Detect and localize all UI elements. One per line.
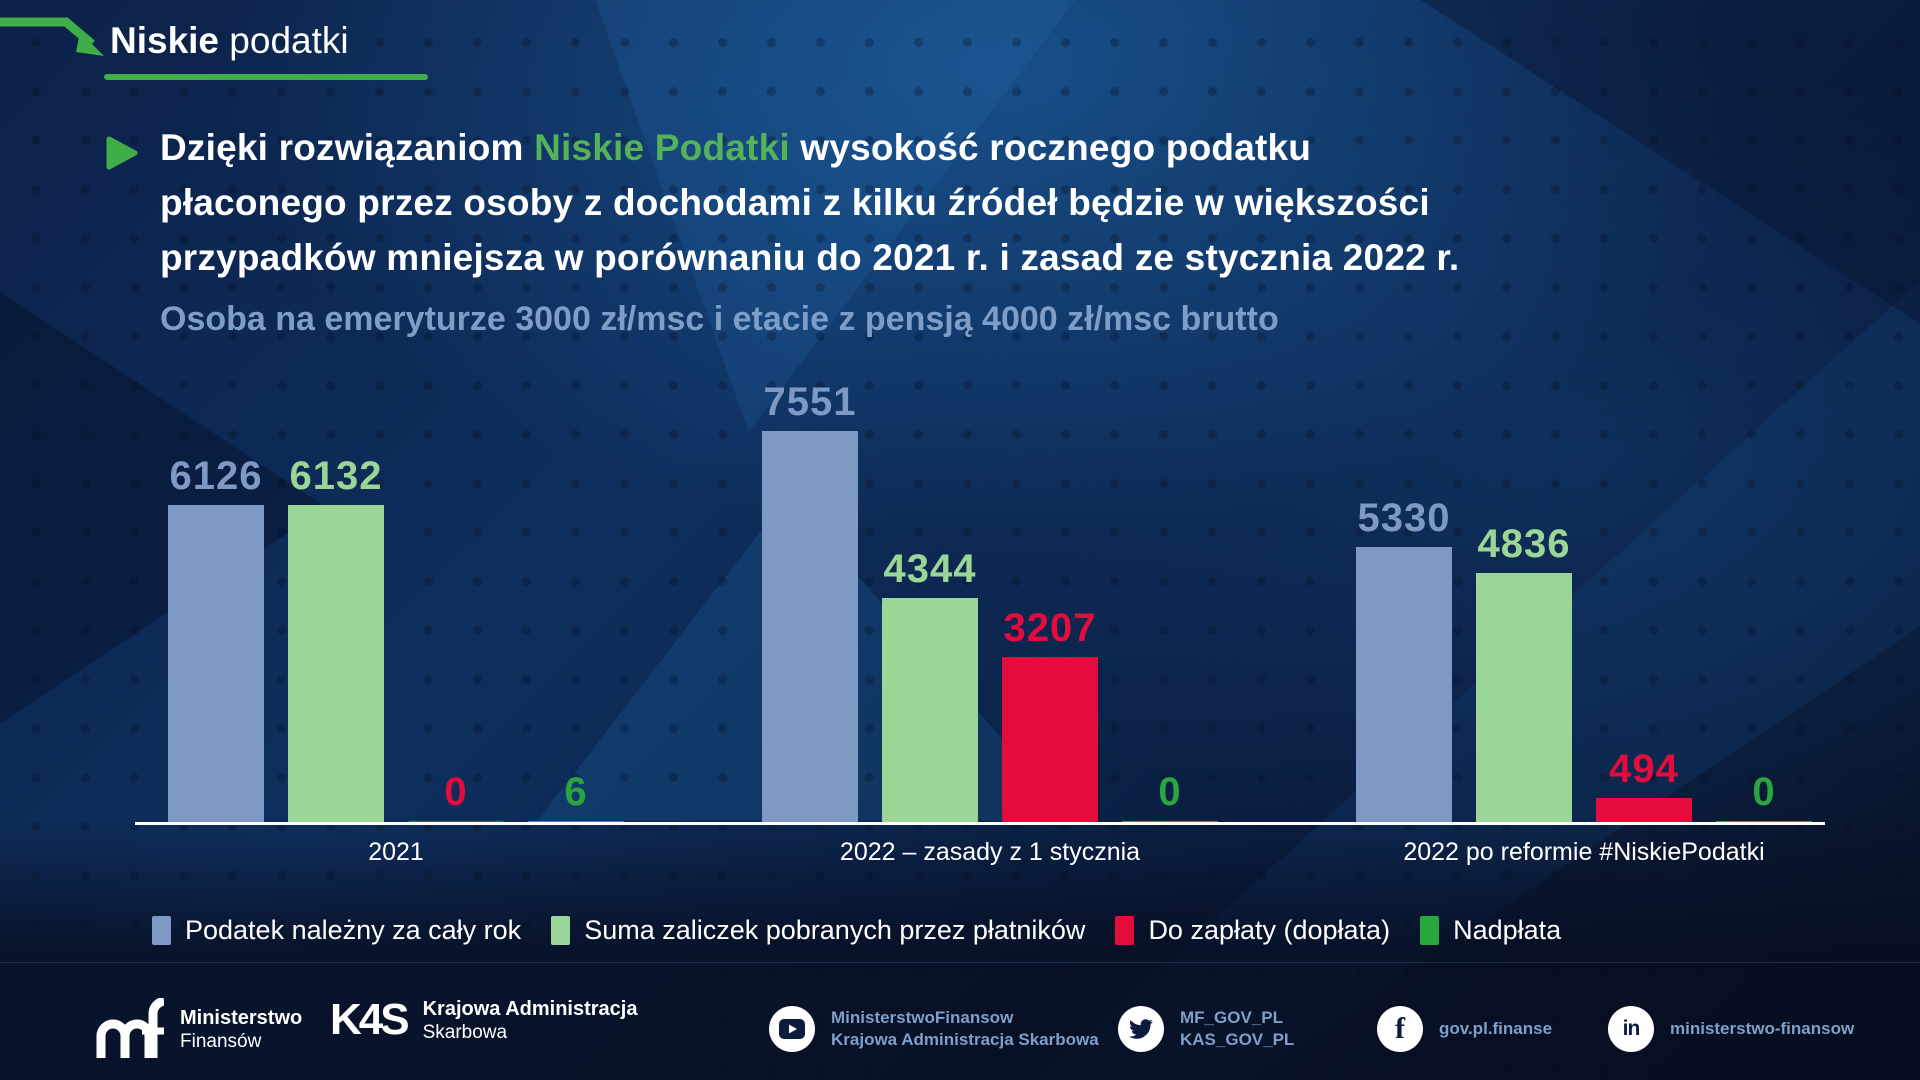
mf-logo-icon xyxy=(96,998,164,1058)
bar xyxy=(882,598,978,824)
kas-name-line2: Skarbowa xyxy=(422,1021,508,1043)
legend-swatch xyxy=(1420,916,1440,945)
chart-subtitle: Osoba na emeryturze 3000 zł/msc i etacie… xyxy=(160,300,1279,338)
social-handle-line: gov.pl.finanse xyxy=(1439,1019,1553,1038)
legend-swatch xyxy=(152,916,171,945)
bar-value-label: 6132 xyxy=(289,454,383,498)
bar-value-label: 4836 xyxy=(1477,522,1571,566)
bar-value-label: 5330 xyxy=(1357,496,1451,540)
ministry-name-line1: Ministerstwo xyxy=(180,1006,303,1029)
social-handle-line: MinisterstwoFinansow xyxy=(831,1008,1014,1027)
social-handle: MinisterstwoFinansow Krajowa Administracj… xyxy=(831,1007,1099,1051)
bar-wrap: 6 xyxy=(528,770,624,824)
bar-group-3: 5330 4836 494 0 xyxy=(1356,496,1812,824)
social-handle-line: MF_GOV_PL xyxy=(1180,1008,1283,1027)
bar-group-1: 6126 6132 0 6 xyxy=(168,454,624,824)
bar xyxy=(1596,798,1692,824)
brand-name-regular: podatki xyxy=(229,20,349,61)
social-item-youtube: MinisterstwoFinansow Krajowa Administracj… xyxy=(769,1006,1099,1052)
twitter-icon xyxy=(1118,1006,1164,1052)
heading-text: Dzięki rozwiązaniom xyxy=(160,127,535,168)
heading-line: płaconego przez osoby z dochodami z kilk… xyxy=(160,175,1459,230)
bar-wrap: 494 xyxy=(1596,747,1692,824)
legend-label: Do zapłaty (dopłata) xyxy=(1148,915,1391,945)
legend-item: Podatek należny za cały rok xyxy=(152,915,521,946)
kas-name-line1: Krajowa Administracja xyxy=(422,997,638,1020)
x-axis-category-label: 2021 xyxy=(368,838,424,866)
brand-name-bold: Niskie xyxy=(110,20,220,61)
bar-wrap: 0 xyxy=(1716,770,1812,824)
social-handle-line: ministerstwo-finansow xyxy=(1670,1019,1855,1038)
bar-value-label: 6 xyxy=(564,770,588,814)
bar-wrap: 6132 xyxy=(288,454,384,824)
bar-wrap: 4836 xyxy=(1476,522,1572,824)
legend-swatch xyxy=(1115,916,1135,945)
bar-wrap: 4344 xyxy=(882,547,978,824)
ministry-name-line2: Finansów xyxy=(180,1030,262,1052)
bar-group-2: 7551 4344 3207 0 xyxy=(762,380,1218,824)
heading-highlight: Niskie Podatki xyxy=(534,127,790,168)
bar-value-label: 0 xyxy=(444,770,468,814)
bar xyxy=(1002,657,1098,824)
social-handle-line: KAS_GOV_PL xyxy=(1180,1030,1295,1049)
bar-value-label: 7551 xyxy=(763,380,857,424)
footer-ministry-of-finance: Ministerstwo Finansów xyxy=(96,998,302,1060)
bar xyxy=(168,505,264,824)
legend-label: Suma zaliczek pobranych przez płatników xyxy=(584,915,1086,945)
heading-line: Dzięki rozwiązaniom Niskie Podatki wysok… xyxy=(160,120,1459,175)
linkedin-icon: in xyxy=(1608,1006,1654,1052)
bar-wrap: 6126 xyxy=(168,454,264,824)
legend-item: Do zapłaty (dopłata) xyxy=(1115,915,1390,946)
legend-item: Nadpłata xyxy=(1420,915,1561,946)
bar xyxy=(1356,547,1452,824)
brand-underline xyxy=(104,74,428,80)
bar-wrap: 5330 xyxy=(1356,496,1452,824)
social-item-linkedin: in ministerstwo-finansow xyxy=(1608,1006,1854,1052)
bar-value-label: 494 xyxy=(1609,747,1679,791)
heading-text: przypadków mniejsza w porównaniu do 2021… xyxy=(160,237,1460,278)
kas-logo-icon: K4S xyxy=(330,995,410,1044)
bar-value-label: 4344 xyxy=(883,547,977,591)
social-handle: gov.pl.finanse xyxy=(1439,1018,1552,1040)
chart-legend: Podatek należny za cały rok Suma zaliczek… xyxy=(152,915,1561,946)
x-axis-line xyxy=(135,822,1825,825)
heading-text: płaconego przez osoby z dochodami z kilk… xyxy=(160,182,1430,223)
legend-label: Nadpłata xyxy=(1453,915,1562,945)
bar xyxy=(1476,573,1572,824)
facebook-icon: f xyxy=(1377,1006,1423,1052)
brand-arrow-icon xyxy=(0,17,104,56)
bar-wrap: 0 xyxy=(1122,770,1218,824)
x-axis-category-label: 2022 po reformie #NiskiePodatki xyxy=(1403,838,1765,866)
social-item-twitter: MF_GOV_PL KAS_GOV_PL xyxy=(1118,1006,1294,1052)
legend-swatch xyxy=(551,916,571,945)
legend-label: Podatek należny za cały rok xyxy=(185,915,522,945)
bar xyxy=(762,431,858,824)
heading-text: wysokość rocznego podatku xyxy=(789,127,1312,168)
social-handle: ministerstwo-finansow xyxy=(1670,1018,1854,1040)
social-handle: MF_GOV_PL KAS_GOV_PL xyxy=(1180,1007,1294,1051)
brand-logo: Niskie podatki xyxy=(110,20,349,62)
bar-value-label: 6126 xyxy=(169,454,263,498)
bar-value-label: 0 xyxy=(1158,770,1182,814)
bar-wrap: 3207 xyxy=(1002,606,1098,824)
bar-value-label: 0 xyxy=(1752,770,1776,814)
social-item-facebook: f gov.pl.finanse xyxy=(1377,1006,1552,1052)
heading-line: przypadków mniejsza w porównaniu do 2021… xyxy=(160,230,1459,285)
legend-item: Suma zaliczek pobranych przez płatników xyxy=(551,915,1085,946)
youtube-icon xyxy=(769,1006,815,1052)
page-title: Dzięki rozwiązaniom Niskie Podatki wysok… xyxy=(160,120,1459,285)
footer-kas: K4S Krajowa Administracja Skarbowa xyxy=(330,995,637,1045)
bar-wrap: 7551 xyxy=(762,380,858,824)
heading-bullet-icon xyxy=(106,136,138,170)
bar xyxy=(288,505,384,824)
bar-wrap: 0 xyxy=(408,770,504,824)
footer-divider xyxy=(0,962,1920,963)
social-handle-line: Krajowa Administracja Skarbowa xyxy=(831,1030,1099,1049)
x-axis-category-label: 2022 – zasady z 1 stycznia xyxy=(839,838,1141,866)
bar-value-label: 3207 xyxy=(1003,606,1097,650)
